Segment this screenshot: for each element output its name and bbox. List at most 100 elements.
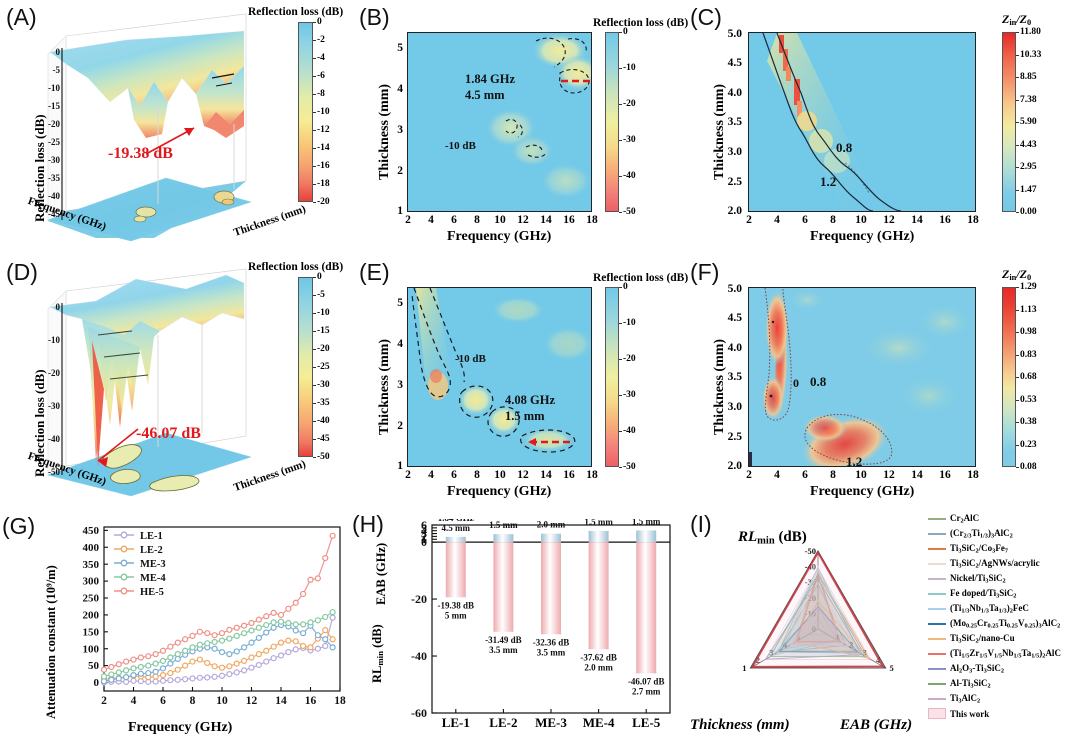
panel-c-contour-label-12: 1.2 <box>820 174 837 189</box>
panel-f-xaxis-title: Frequency (GHz) <box>810 484 915 499</box>
svg-text:ME-3: ME-3 <box>140 559 166 570</box>
panel-b-peak-freq: 1.84 GHz <box>465 72 515 86</box>
panel-i-legend-item[interactable]: Nickel/Ti3SiC2 <box>928 571 1080 586</box>
panel-c-heatmap <box>748 32 976 212</box>
panel-i-legend-label: (Ti1/5Zr1/5V1/5Nb1/5Ta1/5)2AlC <box>950 647 1061 660</box>
panel-a-min-annotation: -19.38 dB <box>108 145 173 162</box>
panel-e-contour-label: -10 dB <box>455 353 486 365</box>
panel-i-legend-item[interactable]: Al-Ti3SiC2 <box>928 676 1080 691</box>
panel-i-legend-swatch <box>928 708 946 719</box>
svg-text:4: 4 <box>421 524 427 538</box>
panel-i-legend-swatch <box>928 622 946 625</box>
panel-d-colorbar-title: Reflection loss (dB) <box>248 261 344 273</box>
panel-b-xaxis-title: Frequency (GHz) <box>447 229 552 244</box>
svg-text:ME-4: ME-4 <box>140 573 166 584</box>
panel-i-legend: Cr2AlC (Cr2/3Ti1/3)3AlC2 Ti3SiC2/Co3Fe7 Ti3… <box>928 511 1080 721</box>
svg-text:0: 0 <box>421 535 427 549</box>
svg-text:2.8 GHz: 2.8 GHz <box>488 519 520 520</box>
panel-h-category-me-4: ME-4 <box>582 715 615 730</box>
panel-i-legend-item[interactable]: (Ti1/5Zr1/5V1/5Nb1/5Ta1/5)2AlC <box>928 646 1080 661</box>
svg-text:-19.38 dB: -19.38 dB <box>438 600 475 610</box>
panel-i-legend-item[interactable]: (Mo0.25Cr0.25Ti0.25V0.25)3AlC2 <box>928 616 1080 631</box>
panel-i-legend-label: (Ti1/3Nb1/3Ta1/3)2FeC <box>950 602 1029 615</box>
panel-i-legend-swatch <box>928 592 946 595</box>
svg-text:2.0 mm: 2.0 mm <box>537 520 566 530</box>
panel-i-legend-label: Ti3SiC2/nano-Cu <box>950 632 1015 645</box>
panel-i-legend-item[interactable]: (Ti1/3Nb1/3Ta1/3)2FeC <box>928 601 1080 616</box>
svg-text:-32.36 dB: -32.36 dB <box>533 637 570 647</box>
panel-c-colorbar <box>1002 32 1016 212</box>
panel-f-contour-label-08: 0.8 <box>810 374 827 389</box>
svg-text:-31.49 dB: -31.49 dB <box>485 635 522 645</box>
panel-c-contour-label-08: 0.8 <box>836 140 853 155</box>
panel-e-colorbar <box>605 287 619 467</box>
panel-h-top-axis-title: EAB (GHz) <box>374 542 388 605</box>
panel-i-label: (I) <box>690 511 712 537</box>
svg-text:1.84 GHz: 1.84 GHz <box>438 519 474 523</box>
panel-d-label: (D) <box>6 259 38 285</box>
svg-text:10: 10 <box>216 695 228 707</box>
panel-i-legend-item[interactable]: Cr2AlC <box>928 511 1080 526</box>
svg-text:-20: -20 <box>411 592 427 606</box>
svg-text:-35: -35 <box>48 173 60 183</box>
panel-i-legend-item[interactable]: Ti3SiC2/Co3Fe7 <box>928 541 1080 556</box>
panel-e-peak-annotation: 4.08 GHz 1.5 mm <box>505 393 555 424</box>
svg-text:-20: -20 <box>48 368 60 378</box>
panel-i-axis-title-rlmin: RLmin (dB) <box>738 529 807 547</box>
panel-h-category-le-1: LE-1 <box>441 715 470 730</box>
panel-i-legend-swatch <box>928 532 946 535</box>
svg-text:-40: -40 <box>48 434 60 444</box>
svg-text:250: 250 <box>83 593 100 605</box>
panel-h-label: (H) <box>352 511 384 537</box>
panel-i-legend-item[interactable]: Al2O3-Ti3SiC2 <box>928 661 1080 676</box>
svg-text:18: 18 <box>334 695 346 707</box>
panel-d-min-annotation: -46.07 dB <box>136 425 201 442</box>
panel-i-legend-item[interactable]: Ti3SiC2/AgNWs/acrylic <box>928 556 1080 571</box>
panel-e-xaxis-title: Frequency (GHz) <box>447 484 552 499</box>
svg-text:-37.62 dB: -37.62 dB <box>580 652 617 662</box>
panel-i-legend-label: Fe doped/Ti3SiC2 <box>950 587 1017 600</box>
svg-text:-10: -10 <box>48 335 60 345</box>
svg-text:HE-5: HE-5 <box>140 587 164 598</box>
panel-i-legend-item[interactable]: Ti3AlC2 <box>928 691 1080 706</box>
svg-text:8: 8 <box>190 695 196 707</box>
panel-i-legend-item[interactable]: Fe doped/Ti3SiC2 <box>928 586 1080 601</box>
panel-i-legend-item[interactable]: Ti3SiC2/nano-Cu <box>928 631 1080 646</box>
panel-i-legend-item[interactable]: (Cr2/3Ti1/3)3AlC2 <box>928 526 1080 541</box>
panel-i-legend-swatch <box>928 637 946 640</box>
panel-i: (I) RLmin (dB) Thickness (mm) EAB (GHz) … <box>690 505 1080 748</box>
panel-b-peak-thickness: 4.5 mm <box>465 87 505 102</box>
panel-h-category-me-3: ME-3 <box>535 715 567 730</box>
panel-e-peak-freq: 4.08 GHz <box>505 393 555 407</box>
panel-e: (E) Thickness (mm) <box>359 259 689 499</box>
panel-g-xaxis-title: Frequency (GHz) <box>128 720 233 735</box>
panel-d: (D) Reflection loss (dB) <box>0 255 355 505</box>
panel-c-colorbar-title: Zin/Z0 <box>1002 12 1032 28</box>
panel-i-legend-label: Ti3AlC2 <box>950 692 981 705</box>
panel-i-legend-swatch <box>928 652 946 655</box>
panel-f-colorbar-title: Zin/Z0 <box>1002 267 1032 283</box>
svg-text:LE-1: LE-1 <box>140 531 163 542</box>
panel-i-legend-swatch <box>928 667 946 670</box>
panel-f-contour-label-0: 0 <box>793 376 799 390</box>
svg-text:1.5 mm: 1.5 mm <box>584 519 613 527</box>
panel-b-colorbar-title: Reflection loss (dB) <box>593 17 689 29</box>
svg-text:400: 400 <box>83 542 100 554</box>
panel-i-thickness-label-text: Thickness (mm) <box>690 717 790 733</box>
panel-i-legend-label: This work <box>950 708 990 719</box>
panel-i-legend-item[interactable]: This work <box>928 706 1080 721</box>
svg-text:-30: -30 <box>805 577 816 587</box>
svg-text:0: 0 <box>94 677 100 689</box>
svg-text:-40: -40 <box>48 191 60 201</box>
panel-i-legend-swatch <box>928 697 946 700</box>
svg-text:-30: -30 <box>48 401 60 411</box>
svg-text:-50: -50 <box>48 467 60 477</box>
panel-c-label: (C) <box>690 4 722 30</box>
panel-i-legend-label: Ti3SiC2/AgNWs/acrylic <box>950 557 1040 570</box>
svg-text:-46.07 dB: -46.07 dB <box>628 676 665 686</box>
panel-d-surface-3d: 0 -10 -20 -30 -40 -50 <box>47 268 252 497</box>
panel-i-legend-swatch <box>928 517 946 520</box>
svg-text:12: 12 <box>246 695 258 707</box>
